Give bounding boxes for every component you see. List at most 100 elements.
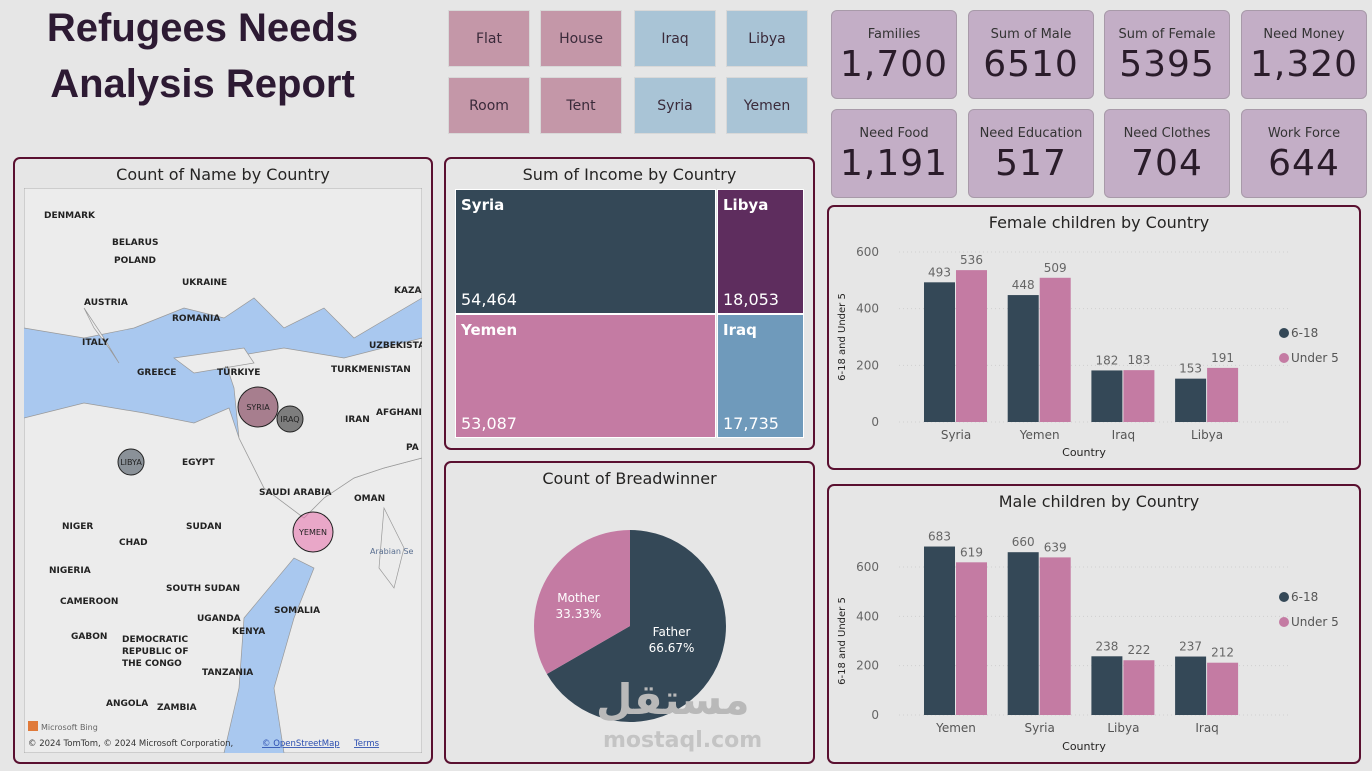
pie-label-pct: 66.67%: [649, 641, 695, 655]
kpi-value: 517: [995, 143, 1067, 184]
bar-under-5[interactable]: [1039, 557, 1071, 715]
breadwinner-panel: Count of Breadwinner Father 66.67% Mother 3…: [444, 461, 815, 764]
slicer-yemen[interactable]: Yemen: [726, 77, 808, 134]
legend-label: Under 5: [1291, 351, 1339, 365]
kpi-card: Need Food 1,191: [831, 109, 957, 198]
bubble-libya[interactable]: [117, 448, 145, 476]
slicer-syria[interactable]: Syria: [634, 77, 716, 134]
bar-6-18[interactable]: [1175, 656, 1207, 715]
y-tick-label: 0: [871, 415, 879, 429]
map-label: SOUTH SUDAN: [166, 584, 240, 594]
bubble-label: LIBYA: [120, 458, 142, 467]
map-title: Count of Name by Country: [116, 165, 330, 184]
kpi-label: Need Money: [1263, 27, 1345, 42]
bar-under-5[interactable]: [956, 270, 987, 422]
data-label: 639: [1044, 540, 1067, 554]
bar-6-18[interactable]: [1091, 656, 1123, 715]
legend-marker: [1279, 353, 1289, 363]
map-label: TANZANIA: [202, 668, 253, 678]
y-axis-label: 6-18 and Under 5: [837, 293, 848, 381]
treemap-cell-iraq[interactable]: Iraq 17,735: [717, 314, 804, 438]
slicer-room[interactable]: Room: [448, 77, 530, 134]
map-label: REPUBLIC OF: [122, 647, 188, 657]
x-tick-label: Iraq: [1195, 721, 1218, 735]
map-label: UZBEKISTAN: [369, 341, 422, 351]
slicer-libya[interactable]: Libya: [726, 10, 808, 67]
map-label: ANGOLA: [106, 699, 148, 709]
data-label: 509: [1044, 261, 1067, 275]
map-label: KENYA: [232, 627, 265, 637]
bar-under-5[interactable]: [1039, 277, 1071, 422]
pie-slice-father[interactable]: [546, 530, 726, 722]
cell-value: 18,053: [723, 290, 779, 309]
bubble-iraq[interactable]: [276, 405, 304, 433]
map-label: SAUDI ARABIA: [259, 488, 332, 498]
data-label: 619: [960, 545, 983, 559]
map-label: CAMEROON: [60, 597, 118, 607]
data-label: 448: [1012, 278, 1035, 292]
cell-name: Syria: [461, 196, 505, 214]
bar-under-5[interactable]: [1207, 662, 1239, 715]
kpi-card: Need Clothes 704: [1104, 109, 1230, 198]
treemap-cell-syria[interactable]: Syria 54,464: [455, 189, 716, 314]
bar-under-5[interactable]: [1123, 660, 1155, 715]
y-tick-label: 0: [871, 708, 879, 722]
bar-6-18[interactable]: [1091, 370, 1123, 422]
bar-under-5[interactable]: [956, 562, 987, 715]
x-axis-label: Country: [1062, 446, 1106, 459]
map-label: BELARUS: [112, 238, 158, 248]
map-label: POLAND: [114, 256, 156, 266]
y-tick-label: 400: [856, 302, 879, 316]
bar-under-5[interactable]: [1207, 367, 1239, 422]
female-children-chart: Female children by Country 0 200 400 600 6-18…: [837, 213, 1339, 459]
slicer-flat[interactable]: Flat: [448, 10, 530, 67]
y-axis-label: 6-18 and Under 5: [837, 597, 848, 685]
bubble-label: SYRIA: [246, 403, 270, 412]
y-tick-label: 600: [856, 245, 879, 259]
legend-label: 6-18: [1291, 326, 1318, 340]
bar-6-18[interactable]: [1007, 552, 1039, 715]
slicer-iraq[interactable]: Iraq: [634, 10, 716, 67]
bing-logo-icon: [28, 721, 38, 731]
y-tick-label: 600: [856, 560, 879, 574]
treemap-cell-yemen[interactable]: Yemen 53,087: [455, 314, 716, 438]
terms-link[interactable]: Terms: [353, 739, 380, 749]
breadwinner-title: Count of Breadwinner: [542, 469, 717, 488]
map-label: SUDAN: [186, 522, 222, 532]
bubble-yemen[interactable]: [292, 511, 334, 553]
data-label: 153: [1179, 362, 1202, 376]
slicer-tent[interactable]: Tent: [540, 77, 622, 134]
y-tick-label: 400: [856, 609, 879, 623]
map-label: NIGER: [62, 522, 93, 532]
data-label: 191: [1211, 351, 1234, 365]
legend-marker: [1279, 592, 1289, 602]
kpi-card: Sum of Female 5395: [1104, 10, 1230, 99]
map-label: ROMANIA: [172, 314, 220, 324]
x-axis-label: Country: [1062, 740, 1106, 753]
pie-label-name: Father: [653, 625, 691, 639]
map-visual[interactable]: DENMARK BELARUS POLAND UKRAINE AUSTRIA ROMANI…: [24, 188, 422, 753]
kpi-value: 6510: [983, 44, 1079, 85]
map-label: GREECE: [137, 368, 176, 378]
x-tick-label: Libya: [1107, 721, 1139, 735]
treemap-cell-libya[interactable]: Libya 18,053: [717, 189, 804, 314]
bar-6-18[interactable]: [924, 282, 955, 422]
map-label: GABON: [71, 632, 107, 642]
bing-logo: Microsoft Bing: [41, 723, 98, 732]
map-label: TÜRKIYE: [217, 367, 260, 378]
bar-under-5[interactable]: [1123, 370, 1155, 422]
bar-6-18[interactable]: [1007, 295, 1039, 422]
data-label: 660: [1012, 535, 1035, 549]
bar-6-18[interactable]: [1175, 378, 1207, 422]
bubble-syria[interactable]: [237, 386, 279, 428]
pie-slice-mother[interactable]: [534, 530, 630, 674]
y-tick-label: 200: [856, 358, 879, 372]
cell-value: 53,087: [461, 414, 517, 433]
slicer-house[interactable]: House: [540, 10, 622, 67]
bar-6-18[interactable]: [924, 546, 955, 715]
data-label: 493: [928, 265, 951, 279]
cell-name: Libya: [723, 196, 769, 214]
kpi-label: Families: [867, 27, 921, 42]
osm-link[interactable]: © OpenStreetMap: [262, 739, 340, 749]
x-tick-label: Yemen: [1019, 428, 1060, 442]
